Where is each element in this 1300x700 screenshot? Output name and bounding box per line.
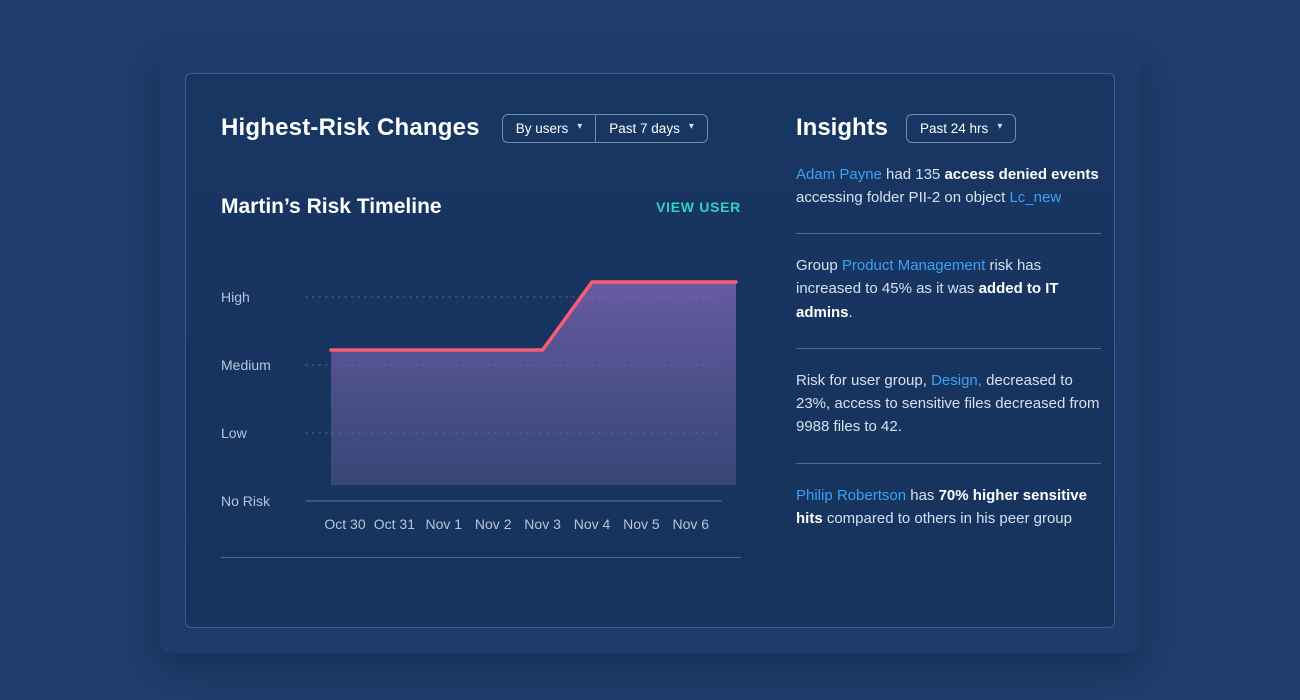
svg-text:Nov 5: Nov 5	[623, 516, 660, 532]
svg-text:Nov 2: Nov 2	[475, 516, 512, 532]
insight-item: Philip Robertson has 70% higher sensitiv…	[796, 464, 1101, 555]
insight-link[interactable]: Philip Robertson	[796, 486, 907, 504]
svg-text:Oct 30: Oct 30	[324, 516, 365, 532]
insights-section: Insights Past 24 hrs ▾ Adam Payne had 13…	[796, 113, 1101, 627]
insight-link[interactable]: Adam Payne	[796, 165, 882, 183]
insight-link[interactable]: Design,	[931, 371, 982, 389]
view-user-link[interactable]: VIEW USER	[656, 198, 741, 215]
highest-risk-header: Highest-Risk Changes By users ▾ Past 7 d…	[221, 113, 741, 143]
insights-range-dropdown[interactable]: Past 24 hrs ▾	[906, 113, 1017, 143]
svg-text:Medium: Medium	[221, 357, 271, 373]
date-range-dropdown[interactable]: Past 7 days ▾	[595, 114, 707, 142]
chevron-down-icon: ▾	[577, 121, 583, 132]
chart-bottom-divider	[221, 556, 741, 558]
timeline-header: Martin’s Risk Timeline VIEW USER	[221, 195, 741, 219]
insight-item: Group Product Management risk has increa…	[796, 234, 1101, 349]
insight-text: decreased to 23%, access to sensitive fi…	[796, 371, 1100, 436]
insight-link[interactable]: Product Management	[841, 257, 986, 274]
insight-text: had 135	[881, 165, 945, 183]
insight-link[interactable]: Lc_new	[1009, 188, 1062, 206]
insight-text: access denied events	[944, 165, 1099, 183]
insight-text: .	[848, 303, 853, 321]
svg-text:High: High	[221, 289, 250, 305]
highest-risk-section: Highest-Risk Changes By users ▾ Past 7 d…	[221, 113, 741, 627]
risk-panel: Highest-Risk Changes By users ▾ Past 7 d…	[185, 72, 1115, 628]
insight-text: 70% higher sensitive hits	[796, 486, 1087, 527]
chevron-down-icon: ▾	[688, 121, 694, 132]
svg-text:Nov 4: Nov 4	[574, 516, 611, 532]
insights-title: Insights	[796, 114, 889, 141]
insight-text: Group	[796, 257, 842, 274]
insights-range-label: Past 24 hrs	[920, 120, 989, 136]
insight-text: accessing folder PII-2 on object	[796, 188, 1010, 206]
insight-text: risk has increased to 45% as it was	[796, 257, 1042, 298]
risk-timeline-chart: No Risk Low Medium High Oct 30 Oct 31 Nov 1 Nov…	[221, 279, 738, 532]
dashboard-card: Highest-Risk Changes By users ▾ Past 7 d…	[160, 47, 1140, 653]
by-users-label: By users	[515, 120, 569, 136]
insight-text: added to IT admins	[796, 280, 1059, 321]
timeline-title: Martin’s Risk Timeline	[221, 194, 442, 218]
svg-text:Oct 31: Oct 31	[374, 516, 415, 532]
insight-item: Risk for user group, Design, decreased t…	[796, 349, 1101, 464]
filter-group: By users ▾ Past 7 days ▾	[501, 113, 708, 143]
insight-text: Risk for user group,	[796, 371, 932, 389]
page-title: Highest-Risk Changes	[221, 114, 480, 141]
insight-text: compared to others in his peer group	[822, 509, 1072, 527]
svg-text:Nov 1: Nov 1	[426, 516, 463, 532]
svg-text:No Risk: No Risk	[221, 493, 271, 509]
insights-header: Insights Past 24 hrs ▾	[796, 113, 1101, 143]
insight-text: has	[906, 486, 939, 504]
by-users-dropdown[interactable]: By users ▾	[503, 115, 596, 142]
date-range-label: Past 7 days	[609, 120, 680, 136]
svg-text:Nov 6: Nov 6	[673, 516, 710, 532]
insight-item: Adam Payne had 135 access denied events …	[796, 143, 1101, 234]
insights-list: Adam Payne had 135 access denied events …	[796, 143, 1101, 555]
svg-text:Nov 3: Nov 3	[524, 516, 561, 532]
chevron-down-icon: ▾	[997, 121, 1003, 132]
svg-text:Low: Low	[221, 425, 248, 441]
